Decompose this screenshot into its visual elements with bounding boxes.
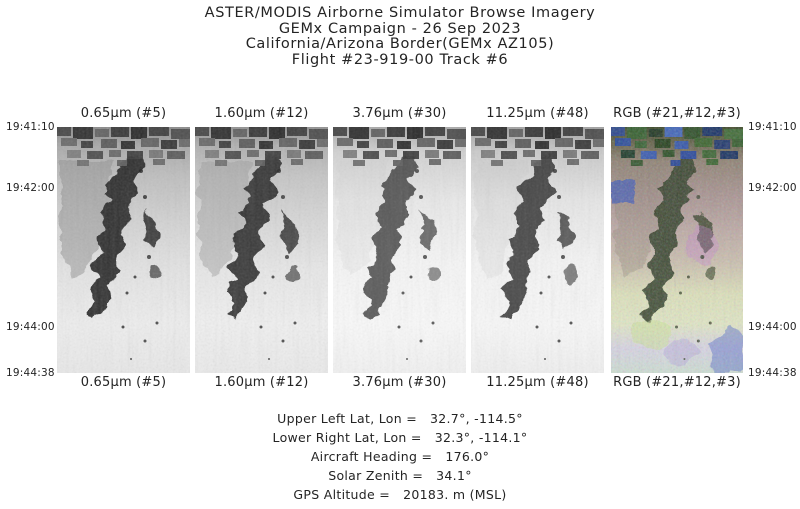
band-label-bottom-rgb: RGB (#21,#12,#3) xyxy=(613,375,741,390)
aerial-image xyxy=(195,127,328,373)
streak-overlay xyxy=(57,127,190,373)
time-right-mid1: 19:42:00 xyxy=(748,182,797,194)
meta-gps-altitude: GPS Altitude = 20183. m (MSL) xyxy=(0,487,800,502)
title-line-location: California/Arizona Border(GEMx AZ105) xyxy=(245,36,555,52)
streak-overlay xyxy=(195,127,328,373)
meta-heading: Aircraft Heading = 176.0° xyxy=(0,449,800,464)
meta-value: 32.3°, -114.1° xyxy=(434,430,528,445)
streak-overlay xyxy=(611,127,743,373)
meta-label: Lower Right Lat, Lon = xyxy=(272,430,422,445)
band-label-top-rgb: RGB (#21,#12,#3) xyxy=(613,106,741,121)
band4-image-strip xyxy=(471,127,604,373)
meta-value: 20183. m (MSL) xyxy=(403,487,507,502)
meta-label: GPS Altitude = xyxy=(293,487,391,502)
rgb-image-strip xyxy=(611,127,743,373)
aerial-image xyxy=(57,127,190,373)
band-label-top-1: 0.65µm (#5) xyxy=(80,106,167,121)
band-label-bottom-1: 0.65µm (#5) xyxy=(80,375,167,390)
meta-label: Upper Left Lat, Lon = xyxy=(277,411,418,426)
meta-value: 32.7°, -114.5° xyxy=(430,411,523,426)
time-left-mid1: 19:42:00 xyxy=(6,182,55,194)
band-label-bottom-3: 3.76µm (#30) xyxy=(352,375,447,390)
time-left-mid2: 19:44:00 xyxy=(6,321,55,333)
meta-lower-right: Lower Right Lat, Lon = 32.3°, -114.1° xyxy=(0,430,800,445)
time-right-mid2: 19:44:00 xyxy=(748,321,797,333)
band-label-top-4: 11.25µm (#48) xyxy=(486,106,589,121)
band1-image-strip xyxy=(57,127,190,373)
meta-solar-zenith: Solar Zenith = 34.1° xyxy=(0,468,800,483)
time-right-end: 19:44:38 xyxy=(748,367,797,379)
band-label-bottom-2: 1.60µm (#12) xyxy=(214,375,309,390)
time-left-end: 19:44:38 xyxy=(6,367,55,379)
title-block: ASTER/MODIS Airborne Simulator Browse Im… xyxy=(0,5,800,68)
title-line-flight: Flight #23-919-00 Track #6 xyxy=(291,51,509,68)
aerial-image xyxy=(611,127,743,373)
title-line-campaign: GEMx Campaign - 26 Sep 2023 xyxy=(278,20,522,37)
band-label-bottom-4: 11.25µm (#48) xyxy=(486,375,589,390)
meta-upper-left: Upper Left Lat, Lon = 32.7°, -114.5° xyxy=(0,411,800,426)
meta-label: Aircraft Heading = xyxy=(310,449,433,464)
meta-label: Solar Zenith = xyxy=(328,468,424,483)
streak-overlay xyxy=(333,127,466,373)
time-right-start: 19:41:10 xyxy=(748,121,797,133)
band-label-top-3: 3.76µm (#30) xyxy=(352,106,447,121)
band-label-top-2: 1.60µm (#12) xyxy=(214,106,309,121)
aerial-image xyxy=(471,127,604,373)
streak-overlay xyxy=(471,127,604,373)
meta-value: 34.1° xyxy=(436,468,472,483)
band3-image-strip xyxy=(333,127,466,373)
band2-image-strip xyxy=(195,127,328,373)
aerial-image xyxy=(333,127,466,373)
meta-value: 176.0° xyxy=(445,449,490,464)
title-line-product: ASTER/MODIS Airborne Simulator Browse Im… xyxy=(204,5,596,21)
time-left-start: 19:41:10 xyxy=(6,121,55,133)
